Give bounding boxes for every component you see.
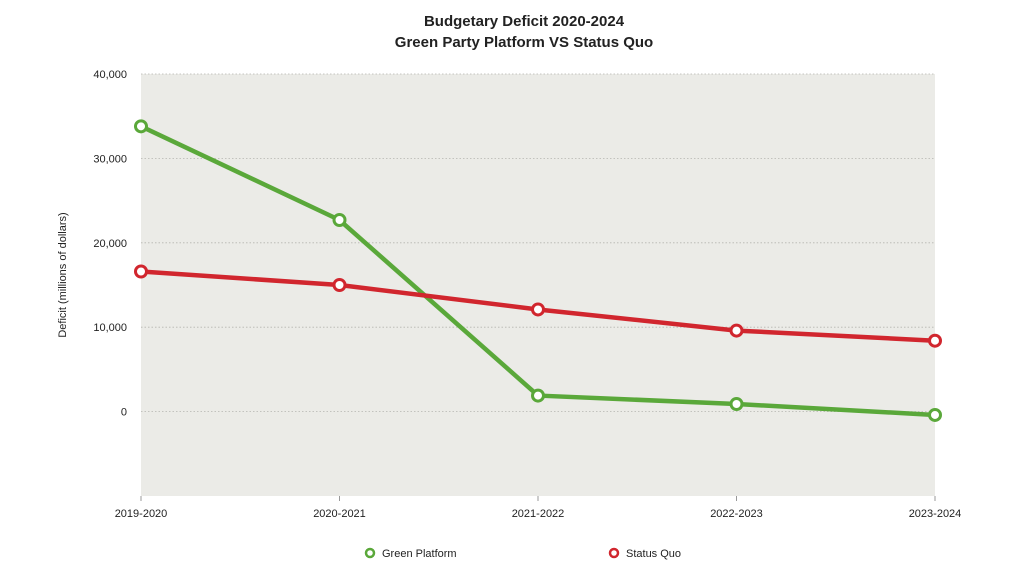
grid-lines [141, 73, 935, 413]
x-tick-label: 2023-2024 [909, 508, 962, 520]
data-point [531, 302, 545, 317]
data-point [928, 333, 942, 348]
legend-item: Status Quo [608, 547, 681, 560]
legend-marker [608, 547, 620, 559]
data-point [729, 397, 744, 412]
series-group [134, 119, 942, 422]
y-axis-label: Deficit (millions of dollars) [57, 212, 69, 337]
plot-area [141, 74, 935, 496]
y-tick-label: 30,000 [93, 153, 127, 165]
data-point [134, 264, 148, 279]
legend: Green Platform Status Quo [364, 547, 681, 560]
data-point [531, 388, 545, 403]
y-tick-label: 0 [121, 407, 127, 419]
data-point [134, 119, 148, 134]
chart-title: Budgetary Deficit 2020-2024 [424, 13, 625, 30]
x-axis-ticks: 2019-2020 2020-2021 2021-2022 2022-2023 2023… [115, 496, 962, 520]
data-point [332, 278, 347, 292]
x-tick-label: 2019-2020 [115, 508, 168, 520]
series-green-platform [134, 119, 942, 422]
series-status-quo [134, 264, 942, 348]
y-axis-ticks: 0 10,000 20,000 30,000 40,000 [93, 69, 127, 419]
y-tick-label: 10,000 [93, 322, 127, 334]
chart-subtitle: Green Party Platform VS Status Quo [395, 34, 653, 51]
legend-label: Green Platform [382, 548, 457, 560]
data-point [729, 323, 744, 338]
x-tick-label: 2020-2021 [313, 508, 366, 520]
y-tick-label: 20,000 [93, 238, 127, 250]
y-tick-label: 40,000 [93, 69, 127, 81]
data-point [332, 213, 347, 228]
x-tick-label: 2022-2023 [710, 508, 763, 520]
x-tick-label: 2021-2022 [512, 508, 565, 520]
legend-label: Status Quo [626, 548, 681, 560]
data-point [928, 407, 942, 422]
legend-item: Green Platform [364, 547, 457, 560]
legend-marker [364, 547, 376, 559]
